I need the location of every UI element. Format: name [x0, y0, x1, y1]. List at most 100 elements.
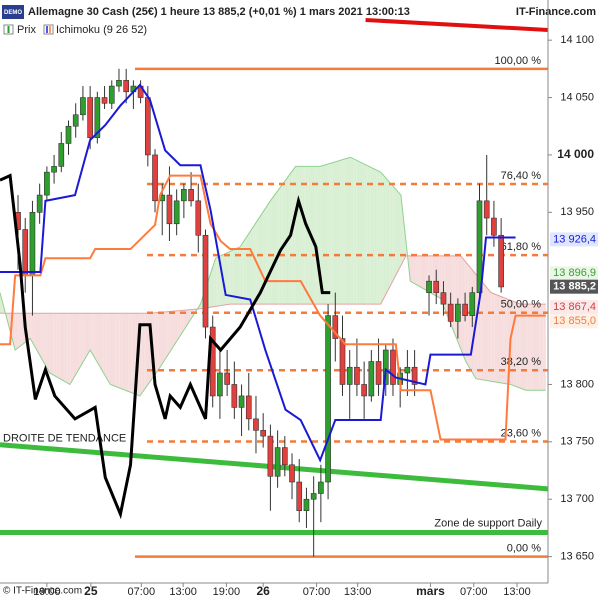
cloud-fill — [164, 311, 166, 361]
cloud-fill — [95, 313, 97, 362]
cloud-fill — [503, 297, 505, 384]
cloud-fill — [129, 313, 132, 393]
candle-body — [447, 303, 454, 322]
cloud-fill — [379, 171, 381, 305]
cloud-fill — [530, 304, 533, 391]
candle-body — [354, 366, 360, 385]
cloud-fill — [278, 188, 280, 305]
candle-body — [390, 349, 396, 385]
cloud-fill — [252, 225, 254, 305]
cloud-fill — [44, 313, 47, 367]
cloud-fill — [144, 313, 146, 390]
cloud-fill — [294, 166, 296, 305]
cloud-fill — [289, 172, 292, 305]
candle-body — [426, 280, 432, 293]
cloud-fill — [102, 313, 104, 374]
cloud-fill — [513, 301, 515, 387]
cloud-fill — [93, 313, 96, 359]
cloud-fill — [79, 313, 81, 369]
candle-body — [332, 315, 339, 339]
cloud-fill — [514, 301, 517, 387]
cloud-fill — [51, 313, 54, 376]
candle-body — [476, 200, 483, 293]
cloud-fill — [111, 313, 113, 386]
y-tick-label: 13 950 — [560, 206, 594, 218]
legend-checkbox[interactable] — [43, 24, 54, 35]
cloud-fill — [253, 223, 256, 305]
cloud-fill — [229, 251, 231, 305]
cloud-fill — [500, 296, 502, 384]
ichimoku-line — [0, 174, 546, 441]
cloud-fill — [376, 170, 378, 305]
cloud-fill — [529, 304, 531, 391]
cloud-fill — [275, 191, 277, 305]
legend-label[interactable]: Prix — [17, 24, 36, 36]
cloud-fill — [377, 170, 380, 305]
candle-body — [433, 280, 440, 293]
cloud-fill — [73, 313, 75, 379]
candle-body — [22, 229, 29, 276]
y-tick-label: 14 100 — [560, 34, 594, 46]
candle-body — [101, 97, 108, 104]
cloud-fill — [539, 304, 541, 391]
cloud-fill — [299, 166, 302, 305]
candle-body — [455, 303, 461, 322]
cloud-fill — [441, 255, 443, 304]
cloud-fill — [87, 313, 90, 354]
candle-body — [58, 143, 65, 167]
cloud-fill — [262, 210, 264, 305]
cloud-fill — [92, 313, 94, 357]
cloud-fill — [282, 182, 285, 305]
cloud-fill — [216, 257, 218, 307]
cloud-fill — [351, 157, 354, 305]
cloud-fill — [274, 193, 276, 305]
candle-body — [361, 384, 367, 397]
cloud-fill — [47, 313, 50, 372]
cloud-fill — [396, 190, 399, 274]
y-tick-label: 13 700 — [560, 493, 594, 505]
cloud-fill — [348, 157, 351, 305]
cloud-fill — [18, 313, 21, 348]
cloud-fill — [239, 245, 241, 305]
cloud-fill — [473, 270, 475, 377]
legend-label[interactable]: Ichimoku (9 26 52) — [56, 24, 147, 36]
cloud-fill — [147, 313, 149, 386]
candle-body — [368, 361, 375, 397]
cloud-fill — [373, 168, 375, 305]
candle-body — [217, 372, 223, 397]
cloud-fill — [132, 313, 135, 394]
cloud-fill — [37, 313, 39, 354]
cloud-fill — [386, 178, 388, 294]
cloud-fill — [511, 300, 514, 386]
cloud-fill — [445, 255, 448, 315]
cloud-fill — [334, 161, 337, 305]
cloud-fill — [34, 313, 37, 349]
candle-body — [310, 493, 317, 500]
cloud-fill — [363, 163, 365, 305]
x-tick-label: 26 — [257, 584, 271, 598]
cloud-fill — [248, 232, 250, 305]
cloud-fill — [341, 159, 344, 305]
support-label: Zone de support Daily — [434, 517, 542, 529]
cloud-fill — [258, 217, 260, 305]
cloud-fill — [243, 239, 246, 305]
cloud-fill — [17, 313, 19, 349]
cloud-fill — [276, 190, 279, 305]
candle-body — [325, 315, 331, 483]
cloud-fill — [383, 175, 386, 299]
cloud-fill — [323, 165, 325, 305]
cloud-fill — [105, 313, 107, 379]
cloud-fill — [103, 313, 106, 376]
cloud-fill — [347, 157, 349, 305]
cloud-fill — [519, 303, 521, 389]
cloud-fill — [209, 273, 211, 308]
cloud-fill — [77, 313, 80, 371]
cloud-fill — [535, 304, 537, 391]
cloud-fill — [399, 193, 401, 269]
cloud-fill — [213, 260, 215, 307]
cloud-fill — [41, 313, 44, 362]
fib-label: 23,60 % — [501, 427, 542, 439]
candle-body — [245, 395, 252, 420]
cloud-fill — [265, 206, 267, 305]
candle-body — [281, 447, 288, 466]
